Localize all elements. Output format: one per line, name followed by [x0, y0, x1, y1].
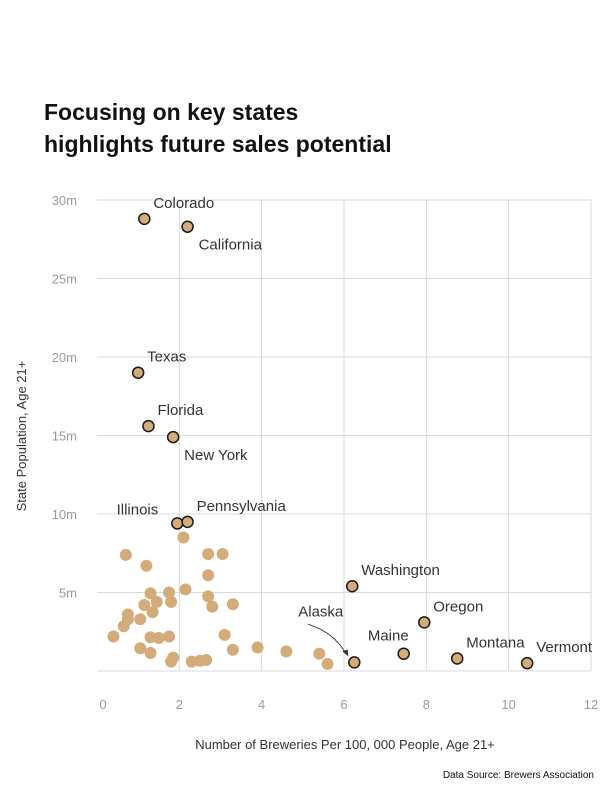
- data-point: [107, 630, 120, 643]
- point-label-florida: Florida: [157, 402, 204, 419]
- data-point: [202, 590, 215, 603]
- data-point: [313, 647, 326, 660]
- data-point: [134, 613, 147, 626]
- x-axis-label: Number of Breweries Per 100, 000 People,…: [195, 737, 495, 752]
- y-tick-label: 15m: [52, 429, 77, 444]
- data-point-colorado: [138, 212, 151, 226]
- data-point: [200, 654, 213, 667]
- data-point: [226, 598, 239, 611]
- data-point: [177, 531, 190, 544]
- data-point-pennsylvania: [181, 515, 194, 529]
- point-label-california: California: [199, 237, 263, 254]
- data-point-washington: [345, 579, 359, 593]
- data-point: [165, 655, 178, 668]
- data-point: [140, 559, 153, 572]
- title-line-1: Focusing on key states: [44, 99, 299, 125]
- x-tick-label: 8: [423, 697, 430, 712]
- data-point: [226, 643, 239, 656]
- point-label-vermont: Vermont: [536, 639, 593, 656]
- grid: [97, 199, 592, 672]
- point-label-alaska: Alaska: [298, 603, 344, 620]
- data-point: [218, 628, 231, 641]
- data-point-texas: [131, 366, 145, 379]
- data-point: [280, 645, 293, 658]
- tick-labels: 5m 10m 15m 20m 25m 30m 0 2 4 6 8 10 12: [52, 193, 599, 712]
- data-point-oregon: [418, 616, 431, 629]
- data-point-new-york: [166, 430, 180, 444]
- data-point: [163, 630, 176, 643]
- data-point: [134, 642, 147, 655]
- data-point: [152, 632, 165, 645]
- point-labels: Colorado California Texas Florida New York Il…: [117, 195, 593, 657]
- data-point-alaska: [348, 656, 361, 669]
- chart-title: Focusing on key states highlights future…: [44, 96, 392, 160]
- data-point-california: [181, 220, 194, 233]
- data-point: [202, 548, 215, 561]
- data-point-illinois: [171, 517, 184, 530]
- y-tick-label: 10m: [52, 507, 77, 522]
- data-point: [144, 587, 157, 600]
- data-point-maine: [397, 647, 410, 660]
- point-label-colorado: Colorado: [153, 195, 214, 212]
- title-line-2: highlights future sales potential: [44, 131, 392, 157]
- data-point: [146, 606, 159, 619]
- data-source-note: Data Source: Brewers Association: [442, 770, 594, 781]
- point-label-montana: Montana: [466, 634, 525, 651]
- data-point-montana: [450, 652, 464, 665]
- data-point-vermont: [520, 656, 534, 670]
- point-label-new-york: New York: [184, 447, 248, 464]
- data-point: [119, 548, 132, 561]
- data-points: [107, 212, 534, 670]
- point-label-maine: Maine: [368, 628, 409, 645]
- data-point: [117, 620, 130, 633]
- point-label-illinois: Illinois: [117, 501, 159, 518]
- x-tick-label: 2: [176, 697, 183, 712]
- alaska-arrow-line: [308, 623, 347, 655]
- point-label-pennsylvania: Pennsylvania: [197, 498, 287, 515]
- x-tick-label: 4: [258, 697, 265, 712]
- y-axis-label: State Population, Age 21+: [14, 361, 29, 512]
- data-point: [251, 641, 264, 654]
- point-label-texas: Texas: [147, 349, 186, 366]
- data-point: [150, 595, 163, 608]
- y-tick-label: 25m: [52, 272, 77, 287]
- x-tick-label: 6: [340, 697, 347, 712]
- data-point: [321, 657, 334, 670]
- alaska-arrow-head: [342, 649, 349, 657]
- data-point: [138, 599, 151, 612]
- y-tick-label: 20m: [52, 350, 77, 365]
- point-label-washington: Washington: [361, 562, 440, 579]
- data-point: [163, 586, 176, 599]
- data-point: [206, 600, 219, 613]
- x-tick-label: 0: [99, 697, 106, 712]
- y-tick-label: 30m: [52, 193, 77, 208]
- x-tick-label: 12: [584, 697, 598, 712]
- data-point: [202, 569, 215, 582]
- y-tick-label: 5m: [59, 586, 77, 601]
- x-tick-label: 10: [501, 697, 515, 712]
- point-label-oregon: Oregon: [433, 598, 483, 615]
- data-point: [179, 583, 192, 596]
- data-point: [216, 548, 229, 561]
- data-point: [144, 646, 157, 659]
- data-point: [165, 595, 178, 608]
- data-point-florida: [142, 419, 155, 433]
